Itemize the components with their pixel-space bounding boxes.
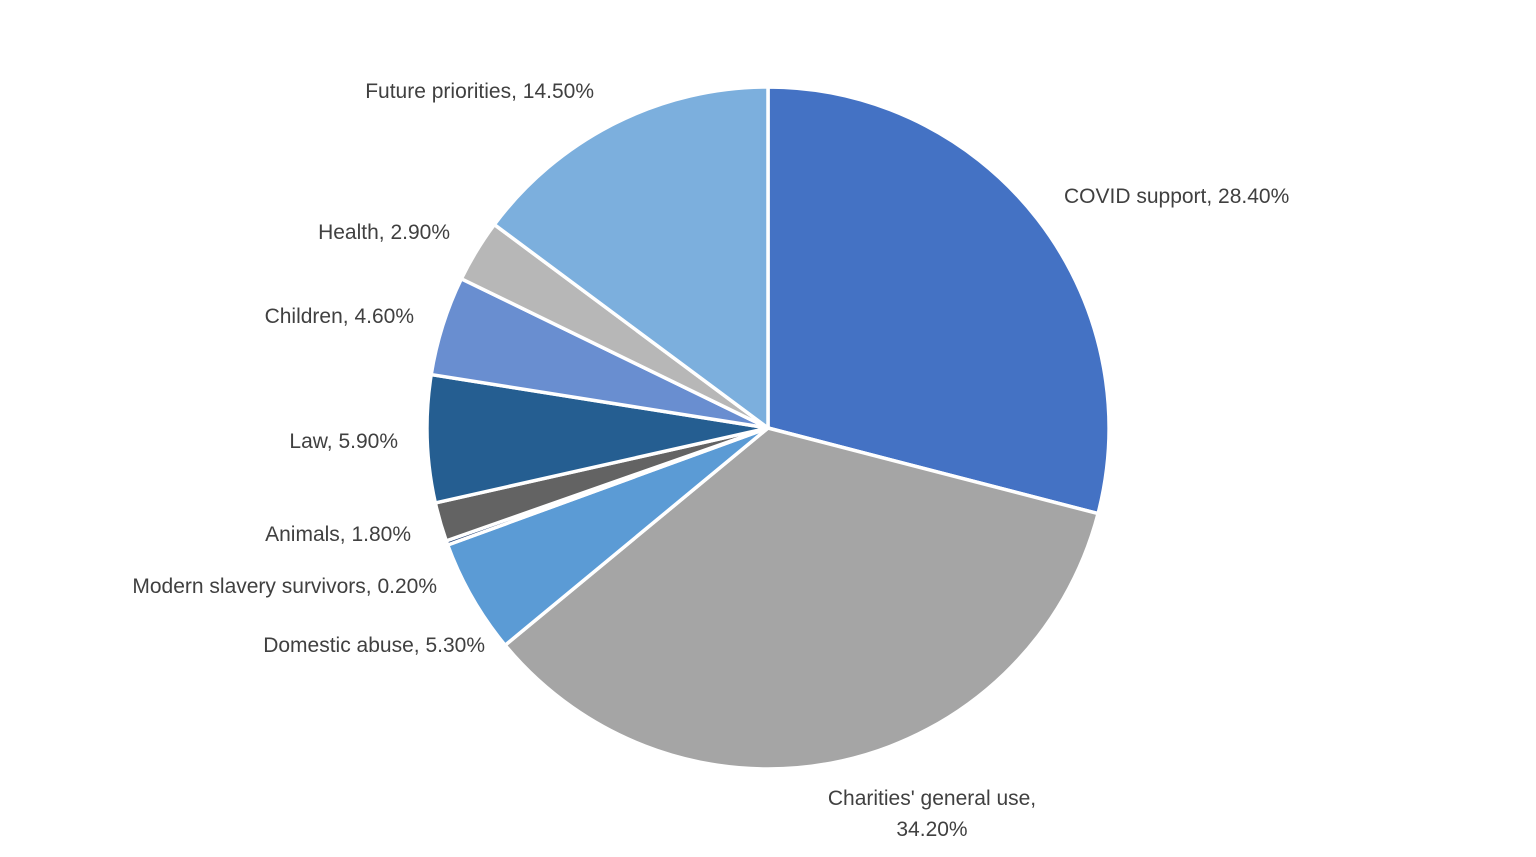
slice-label: COVID support, 28.40% bbox=[1064, 185, 1289, 208]
pie-slice-charities-general-use bbox=[503, 426, 1100, 771]
pie-slice-future-priorities bbox=[492, 85, 770, 430]
slice-label: Modern slavery survivors, 0.20% bbox=[132, 575, 437, 598]
labels-layer: COVID support, 28.40% Charities' general … bbox=[132, 80, 1289, 841]
slice-label: Future priorities, 14.50% bbox=[365, 80, 594, 103]
slice-label: Charities' general use, 34.20% bbox=[828, 787, 1036, 841]
pie-slice-covid-support bbox=[766, 85, 1111, 516]
slice-label: Law, 5.90% bbox=[289, 430, 398, 453]
slice-label: Domestic abuse, 5.30% bbox=[263, 634, 485, 657]
slices-layer bbox=[425, 85, 1111, 771]
slice-label: Animals, 1.80% bbox=[265, 523, 411, 546]
slice-label-line-1: Charities' general use, bbox=[828, 787, 1036, 810]
slice-label: Children, 4.60% bbox=[265, 305, 414, 328]
pie-slice-law bbox=[425, 372, 770, 505]
slice-label: Health, 2.90% bbox=[318, 221, 450, 244]
slice-label-line-2: 34.20% bbox=[896, 818, 967, 841]
